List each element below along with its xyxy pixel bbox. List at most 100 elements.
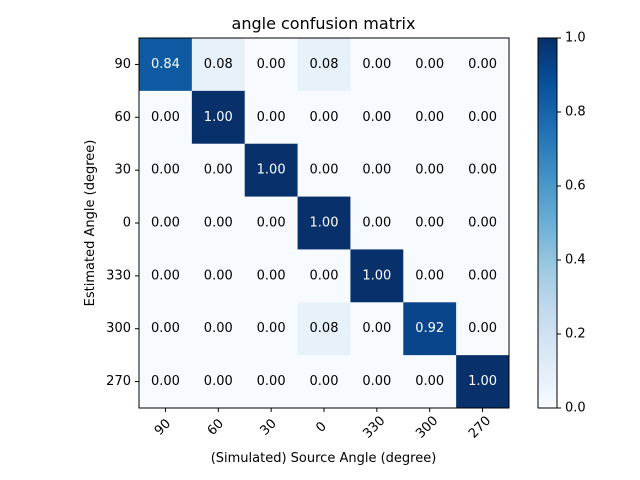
heatmap-cell [297, 249, 351, 303]
cell-value-label: 0.00 [415, 163, 444, 178]
heatmap-cell [350, 90, 404, 145]
heatmap-cell [456, 196, 510, 250]
cell-value-label: 0.00 [204, 321, 233, 336]
y-tick-label: 60 [114, 110, 131, 125]
cell-value-label: 0.00 [257, 216, 286, 231]
heatmap-cell [139, 249, 193, 303]
heatmap-cell [350, 196, 404, 250]
chart-title: angle confusion matrix [232, 14, 416, 33]
heatmap-cell [191, 302, 246, 356]
cell-value-label: 0.00 [362, 163, 391, 178]
heatmap-cell [350, 143, 404, 198]
heatmap-cell [297, 302, 351, 356]
heatmap-cell [244, 90, 299, 145]
cell-value-label: 0.00 [468, 110, 497, 125]
cell-value-label: 0.00 [468, 216, 497, 231]
y-tick-label: 270 [106, 374, 131, 389]
y-tick-label: 0 [123, 216, 131, 231]
colorbar-tick-label: 0.2 [565, 327, 586, 342]
x-tick-label: 0 [313, 419, 329, 435]
heatmap-cell-labels: 0.84 0.08 0.00 0.08 0.00 0.00 0.00 0.00 1.00 0.00… [151, 57, 497, 389]
y-axis-label: Estimated Angle (degree) [83, 140, 98, 307]
heatmap-cell [403, 143, 457, 198]
y-tick-label: 90 [114, 57, 131, 72]
colorbar-ticks: 0.0 0.2 0.4 0.6 0.8 1.0 [557, 31, 586, 416]
heatmap-cell [297, 143, 351, 198]
cell-value-label: 0.00 [204, 268, 233, 283]
cell-value-label: 0.00 [468, 163, 497, 178]
cell-value-label: 0.00 [362, 216, 391, 231]
cell-value-label: 0.00 [204, 216, 233, 231]
cell-value-label: 0.00 [310, 163, 339, 178]
heatmap-cell [350, 355, 404, 409]
heatmap-cell [191, 90, 246, 145]
cell-value-label: 1.00 [468, 374, 497, 389]
cell-value-label: 0.00 [310, 110, 339, 125]
heatmap-cell [244, 143, 299, 198]
cell-value-label: 0.00 [257, 374, 286, 389]
heatmap-cell [403, 355, 457, 409]
heatmap-cell [456, 249, 510, 303]
cell-value-label: 0.92 [415, 321, 444, 336]
cell-value-label: 1.00 [310, 216, 339, 231]
cell-value-label: 0.00 [415, 110, 444, 125]
heatmap-cell [456, 355, 510, 409]
cell-value-label: 0.00 [468, 268, 497, 283]
heatmap-cell [403, 196, 457, 250]
heatmap-cell [297, 38, 351, 92]
heatmap-cell [297, 196, 351, 250]
heatmap-cell [244, 196, 299, 250]
heatmap-cell [456, 38, 510, 92]
x-axis-label: (Simulated) Source Angle (degree) [211, 451, 437, 466]
cell-value-label: 0.00 [204, 374, 233, 389]
x-tick-label: 60 [205, 416, 227, 438]
heatmap-cell [191, 196, 246, 250]
cell-value-label: 0.00 [362, 57, 391, 72]
cell-value-label: 0.00 [415, 57, 444, 72]
heatmap-cells [139, 38, 510, 409]
heatmap-cell [403, 249, 457, 303]
cell-value-label: 0.00 [257, 57, 286, 72]
heatmap-cell [244, 38, 299, 92]
cell-value-label: 0.00 [362, 321, 391, 336]
x-tick-label: 270 [466, 413, 494, 441]
heatmap-cell [139, 90, 193, 145]
cell-value-label: 0.00 [151, 268, 180, 283]
cell-value-label: 1.00 [257, 163, 286, 178]
heatmap-cell [456, 143, 510, 198]
heatmap-cell [139, 302, 193, 356]
heatmap-cell [139, 38, 193, 92]
heatmap-cell [244, 249, 299, 303]
heatmap-cell [191, 38, 246, 92]
cell-value-label: 0.00 [362, 110, 391, 125]
x-tick-label: 300 [413, 413, 441, 441]
colorbar [537, 37, 558, 409]
heatmap-cell [139, 355, 193, 409]
cell-value-label: 0.00 [362, 374, 391, 389]
colorbar-tick-label: 0.0 [565, 401, 586, 416]
cell-value-label: 0.00 [151, 163, 180, 178]
cell-value-label: 0.00 [151, 216, 180, 231]
x-tick-label: 30 [258, 416, 280, 438]
cell-value-label: 0.00 [415, 374, 444, 389]
cell-value-label: 0.84 [151, 57, 180, 72]
cell-value-label: 1.00 [204, 110, 233, 125]
colorbar-tick-label: 0.6 [565, 179, 586, 194]
cell-value-label: 0.08 [310, 321, 339, 336]
heatmap-cell [244, 355, 299, 409]
cell-value-label: 0.00 [151, 110, 180, 125]
heatmap-cell [350, 38, 404, 92]
heatmap-cell [456, 302, 510, 356]
cell-value-label: 0.00 [310, 374, 339, 389]
cell-value-label: 0.00 [468, 57, 497, 72]
heatmap-cell [139, 196, 193, 250]
heatmap-cell [350, 302, 404, 356]
x-axis-ticks: 90 60 30 0 330 300 270 [152, 408, 494, 442]
heatmap-cell [244, 302, 299, 356]
heatmap-cell [297, 355, 351, 409]
cell-value-label: 0.00 [468, 321, 497, 336]
colorbar-tick-label: 0.4 [565, 253, 586, 268]
cell-value-label: 0.00 [257, 110, 286, 125]
